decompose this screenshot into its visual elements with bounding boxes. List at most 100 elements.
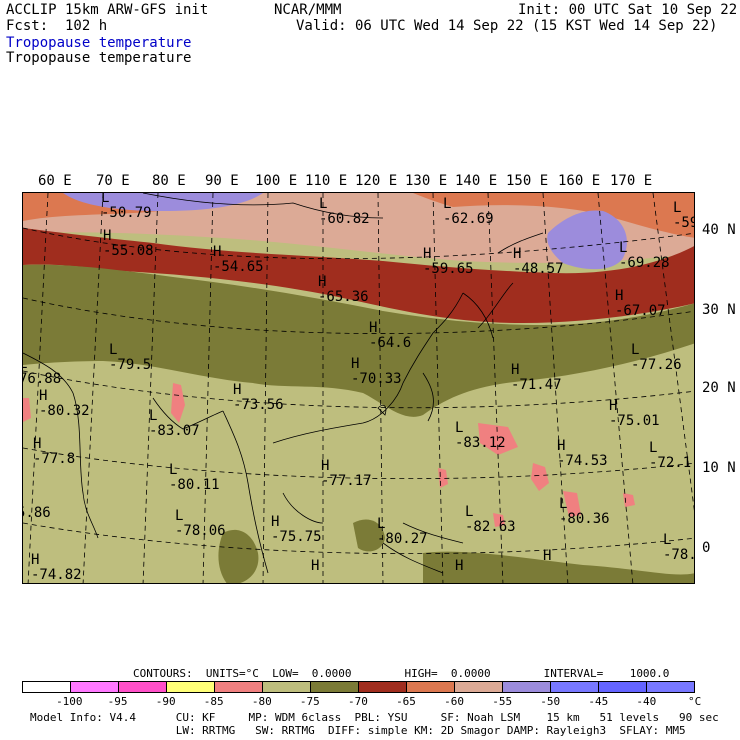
legend-swatch bbox=[23, 682, 71, 692]
field-title: Tropopause temperature bbox=[6, 50, 192, 66]
legend-swatch bbox=[263, 682, 311, 692]
legend-swatch bbox=[215, 682, 263, 692]
longitude-label: 130 E bbox=[405, 173, 448, 189]
high-label: H -77.8 bbox=[33, 436, 76, 467]
high-label: H -64.6 bbox=[369, 320, 412, 351]
lat-line bbox=[23, 522, 694, 555]
legend-tick-label: -50 bbox=[540, 695, 561, 708]
legend-swatch bbox=[599, 682, 647, 692]
legend-swatch bbox=[311, 682, 359, 692]
legend-tick-label: -70 bbox=[348, 695, 368, 708]
map-panel: L -50.79 L -60.82 L -62.69 L -59 H -55.08 H -… bbox=[22, 192, 695, 584]
lon-line bbox=[597, 193, 634, 583]
field-title-blue: Tropopause temperature bbox=[6, 35, 192, 51]
latitude-label: 30 N bbox=[702, 302, 736, 318]
band-minus65 bbox=[23, 228, 694, 323]
legend-tick-label: -100 bbox=[56, 695, 83, 708]
low-label: L -60.82 bbox=[319, 196, 370, 227]
coastline bbox=[377, 372, 464, 574]
legend-swatch bbox=[503, 682, 551, 692]
lat-line bbox=[23, 297, 694, 334]
legend-tick-label: -75 bbox=[299, 695, 320, 708]
model-title: ACCLIP 15km ARW-GFS init bbox=[6, 2, 209, 18]
legend-swatch bbox=[455, 682, 503, 692]
longitude-label: 140 E bbox=[455, 173, 498, 189]
low-label: L -83.07 bbox=[149, 408, 200, 439]
high-label: H -59.65 bbox=[423, 246, 474, 277]
low-label: L -80.11 bbox=[169, 462, 220, 493]
value-label: 5.86 bbox=[23, 505, 51, 521]
band-minus60-east bbox=[413, 193, 694, 238]
longitude-label: 60 E bbox=[38, 173, 72, 189]
low-label: L -62.69 bbox=[443, 196, 494, 227]
lon-line bbox=[27, 193, 49, 583]
low-label: L -77.26 bbox=[631, 342, 682, 373]
low-label: L -80.36 bbox=[559, 496, 610, 527]
cold-spot bbox=[623, 493, 635, 507]
coastline bbox=[462, 232, 544, 339]
valid-time: Valid: 06 UTC Wed 14 Sep 22 (15 KST Wed … bbox=[296, 18, 718, 34]
coastline bbox=[23, 352, 99, 539]
high-label: H -67.07 bbox=[615, 288, 666, 319]
lat-line bbox=[23, 447, 694, 480]
longitude-label: 90 E bbox=[205, 173, 239, 189]
legend-tick-label: -45 bbox=[588, 695, 609, 708]
lon-line bbox=[262, 193, 269, 583]
high-label: H -77.17 bbox=[321, 458, 372, 489]
low-label: L -78.06 bbox=[175, 508, 226, 539]
legend-swatch bbox=[167, 682, 215, 692]
high-label: H -73.56 bbox=[233, 382, 284, 413]
cold-spot bbox=[23, 398, 31, 422]
lon-line bbox=[487, 193, 504, 583]
init-time: Init: 00 UTC Sat 10 Sep 22 bbox=[518, 2, 738, 18]
high-label: H -55.08 bbox=[103, 228, 154, 259]
warm-patch bbox=[353, 519, 385, 552]
coastline bbox=[152, 397, 224, 430]
latitude-label: 20 N bbox=[702, 380, 736, 396]
high-label: H -71.47 bbox=[511, 362, 562, 393]
latitude-label: 40 N bbox=[702, 222, 736, 238]
cold-spot bbox=[531, 463, 549, 491]
low-label: L -82.63 bbox=[465, 504, 516, 535]
low-label: L -79.5 bbox=[109, 342, 152, 373]
coastline bbox=[272, 292, 464, 444]
legend-swatch bbox=[551, 682, 599, 692]
legend-tick-label: -85 bbox=[203, 695, 224, 708]
high-label: H -80.32 bbox=[39, 388, 90, 419]
legend-tick-label: °C bbox=[688, 695, 702, 708]
warm-patch bbox=[423, 551, 694, 583]
longitude-label: 150 E bbox=[506, 173, 549, 189]
high-label: H bbox=[455, 558, 464, 574]
longitude-label: 80 E bbox=[152, 173, 186, 189]
lon-line bbox=[142, 193, 159, 583]
high-label: H -65.36 bbox=[318, 274, 369, 305]
legend-swatch bbox=[71, 682, 119, 692]
legend-tick-label: -95 bbox=[107, 695, 128, 708]
color-legend bbox=[22, 681, 695, 693]
lon-line bbox=[652, 193, 694, 511]
contours-info: CONTOURS: UNITS=°C LOW= 0.0000 HIGH= 0.0… bbox=[133, 667, 670, 680]
legend-tick-label: -40 bbox=[636, 695, 657, 708]
cold-spot bbox=[563, 491, 581, 517]
low-label: L -83.12 bbox=[455, 420, 506, 451]
warm-patch bbox=[218, 529, 259, 583]
band-minus70 bbox=[23, 264, 694, 417]
low-label: L -50.79 bbox=[101, 192, 152, 221]
cold-spot bbox=[478, 423, 518, 455]
longitude-label: 120 E bbox=[355, 173, 398, 189]
longitude-label: 160 E bbox=[558, 173, 601, 189]
lon-line bbox=[432, 193, 444, 583]
high-label: H -74.53 bbox=[557, 438, 608, 469]
coastline bbox=[222, 410, 324, 574]
lon-line bbox=[377, 193, 384, 583]
forecast-hour: Fcst: 102 h bbox=[6, 18, 108, 34]
low-label: L -69.28 bbox=[619, 240, 670, 271]
longitude-label: 170 E bbox=[610, 173, 653, 189]
map-field bbox=[23, 193, 694, 583]
high-label: H -48.57 bbox=[513, 246, 564, 277]
latitude-label: 10 N bbox=[702, 460, 736, 476]
lat-line bbox=[23, 370, 694, 409]
legend-tick-label: -55 bbox=[492, 695, 513, 708]
physics-info: LW: RRTMG SW: RRTMG DIFF: simple KM: 2D … bbox=[30, 724, 686, 737]
legend-swatch bbox=[647, 682, 694, 692]
